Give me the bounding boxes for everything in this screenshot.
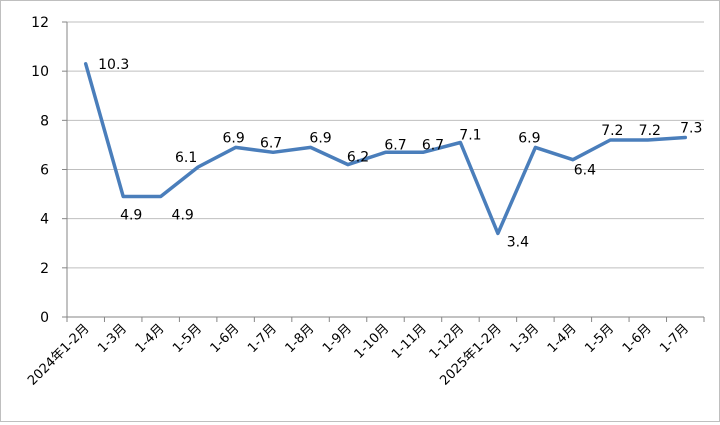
data-label: 6.9 bbox=[518, 130, 540, 146]
data-label: 6.7 bbox=[260, 135, 282, 151]
x-tick-label: 1-4月 bbox=[133, 321, 168, 356]
y-tick-label: 10 bbox=[31, 64, 49, 80]
data-label: 7.2 bbox=[601, 123, 623, 139]
gridlines bbox=[67, 21, 704, 269]
y-tick-label: 2 bbox=[40, 261, 49, 277]
data-label: 6.9 bbox=[222, 130, 244, 146]
axes bbox=[62, 21, 705, 322]
y-tick-label: 6 bbox=[40, 163, 49, 179]
y-tick-label: 0 bbox=[40, 310, 49, 326]
series-line bbox=[83, 62, 688, 236]
x-tick-label: 1-4月 bbox=[545, 321, 580, 356]
x-tick-label: 1-3月 bbox=[95, 321, 130, 356]
data-label: 7.3 bbox=[680, 121, 702, 137]
data-label: 6.4 bbox=[574, 163, 596, 179]
y-tick-label: 12 bbox=[31, 15, 49, 31]
data-label: 3.4 bbox=[507, 234, 529, 250]
x-tick-label: 1-5月 bbox=[170, 321, 205, 356]
x-tick-label: 1-11月 bbox=[389, 321, 430, 362]
data-label: 7.2 bbox=[639, 123, 661, 139]
data-label: 6.7 bbox=[422, 137, 444, 153]
data-label: 4.9 bbox=[172, 208, 194, 224]
data-label: 6.7 bbox=[384, 137, 406, 153]
x-tick-label: 1-6月 bbox=[208, 321, 243, 356]
data-label: 6.2 bbox=[347, 150, 369, 166]
data-label: 4.9 bbox=[120, 208, 142, 224]
y-axis-tick-labels: 0 2 4 6 8 10 12 bbox=[31, 15, 49, 326]
series-line-group bbox=[83, 62, 688, 236]
x-tick-label: 1-7月 bbox=[245, 321, 280, 356]
x-tick-label: 1-10月 bbox=[352, 321, 393, 362]
x-tick-label: 1-3月 bbox=[507, 321, 542, 356]
data-label: 6.9 bbox=[309, 130, 331, 146]
data-label: 10.3 bbox=[98, 57, 129, 73]
data-label: 7.1 bbox=[459, 127, 481, 143]
x-tick-label: 1-7月 bbox=[657, 321, 692, 356]
x-axis-tick-labels: 2024年1-2月 1-3月 1-4月 1-5月 1-6月 1-7月 1-8月 1-9月1-1… bbox=[25, 321, 692, 388]
x-tick-label: 1-6月 bbox=[620, 321, 655, 356]
y-tick-label: 8 bbox=[40, 113, 49, 129]
x-tick-label: 1-5月 bbox=[582, 321, 617, 356]
y-tick-label: 4 bbox=[40, 212, 49, 228]
data-labels: 10.3 4.9 4.9 6.1 6.9 6.7 6.9 6.2 6.7 6.7 7.1 3.4 6.9… bbox=[98, 57, 702, 251]
x-tick-label: 1-9月 bbox=[320, 321, 355, 356]
data-label: 6.1 bbox=[175, 150, 197, 166]
x-tick-label: 2024年1-2月 bbox=[25, 321, 92, 388]
x-tick-label: 1-8月 bbox=[283, 321, 318, 356]
